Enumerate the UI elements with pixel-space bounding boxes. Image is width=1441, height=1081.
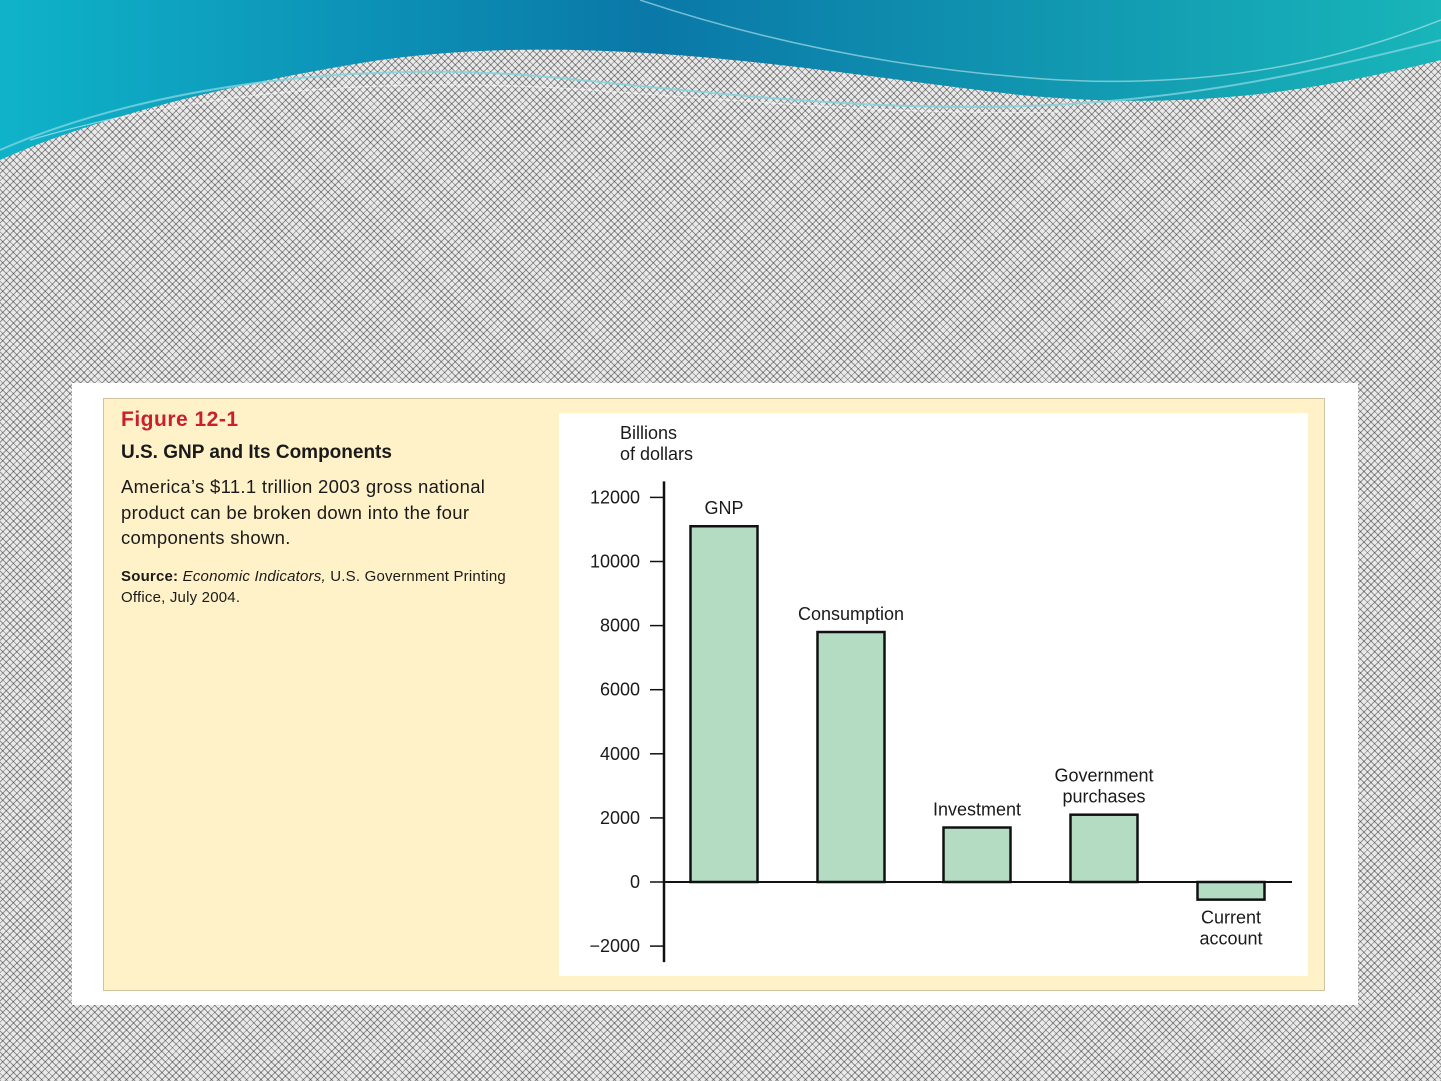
category-label: Current bbox=[1201, 908, 1261, 928]
category-label: Investment bbox=[933, 800, 1021, 820]
bar-gnp bbox=[689, 524, 759, 884]
source-publication: Economic Indicators, bbox=[182, 568, 326, 585]
bar-current-account bbox=[1196, 880, 1266, 901]
source-publisher: U.S. Government Printing Office, July 20… bbox=[121, 568, 506, 606]
figure-card: Figure 12-1 U.S. GNP and Its Components … bbox=[72, 383, 1358, 1005]
source-label: Source: bbox=[121, 568, 179, 585]
category-label: GNP bbox=[704, 498, 743, 518]
chart-area: Billions of dollars 12000 10000 8000 6000 4000… bbox=[559, 413, 1308, 976]
y-tick-label: 4000 bbox=[600, 744, 640, 764]
y-axis-label-line: of dollars bbox=[620, 444, 693, 464]
bar-consumption bbox=[816, 630, 886, 884]
y-tick-label: −2000 bbox=[589, 936, 640, 956]
category-label: account bbox=[1199, 929, 1262, 949]
figure-title: U.S. GNP and Its Components bbox=[121, 442, 392, 463]
figure-label: Figure 12-1 bbox=[121, 408, 239, 431]
figure-source: Source: Economic Indicators, U.S. Govern… bbox=[121, 566, 521, 608]
y-tick-label: 0 bbox=[630, 872, 640, 892]
figure-description: America’s $11.1 trillion 2003 gross nati… bbox=[121, 476, 486, 548]
bar-investment bbox=[942, 826, 1012, 884]
header-wave-decoration bbox=[0, 0, 1441, 160]
y-tick-label: 8000 bbox=[600, 616, 640, 636]
y-tick-label: 10000 bbox=[590, 552, 640, 572]
category-label: Government bbox=[1054, 766, 1153, 786]
y-tick-label: 2000 bbox=[600, 808, 640, 828]
y-axis-label-line: Billions bbox=[620, 423, 677, 443]
y-tick-label: 6000 bbox=[600, 680, 640, 700]
bar-government-purchases bbox=[1069, 813, 1139, 884]
figure-panel: Figure 12-1 U.S. GNP and Its Components … bbox=[103, 398, 1325, 991]
category-label: purchases bbox=[1062, 787, 1145, 807]
y-tick-label: 12000 bbox=[590, 487, 640, 507]
category-label: Consumption bbox=[798, 604, 904, 624]
